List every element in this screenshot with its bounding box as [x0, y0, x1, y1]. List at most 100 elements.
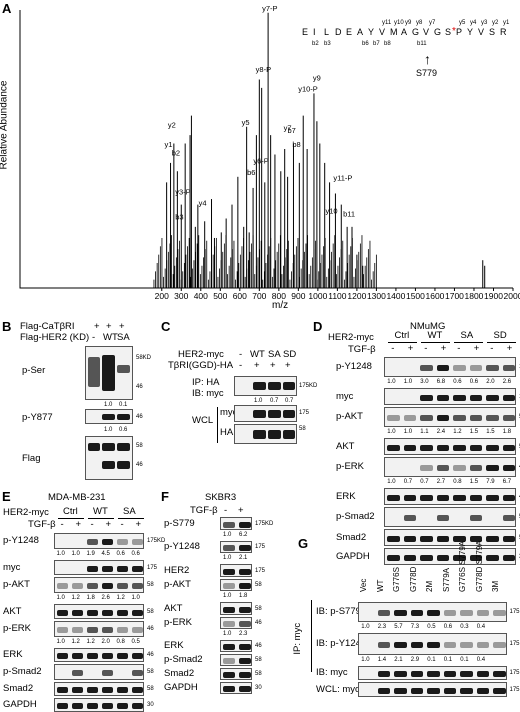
blot-band [239, 583, 251, 589]
b-ion-label: b6 [362, 41, 369, 47]
blot-band [87, 703, 98, 709]
y-ion-label: y9 [405, 20, 411, 26]
cell-line-title: MDA-MB-231 [48, 493, 106, 503]
blot-band [102, 610, 113, 616]
blot-band [503, 365, 516, 371]
blot-band [223, 686, 235, 692]
mw-marker: 58 [255, 582, 262, 588]
blot-label: HER2 [164, 566, 189, 576]
peak-label: y2 [168, 121, 176, 130]
blot-band [72, 687, 83, 693]
mw-marker: 175 [299, 410, 309, 416]
quant-value: 1.9 [87, 551, 95, 557]
x-tick-label: 1400 [386, 291, 405, 300]
blot-band [503, 415, 516, 421]
western-blot [220, 541, 252, 553]
blot-label: IB: myc [316, 668, 348, 678]
quant-value: 1.0 [132, 595, 140, 601]
peak-label: y10 [326, 207, 338, 216]
mw-marker: 58 [255, 671, 262, 677]
group-label: SA [461, 331, 474, 341]
blot-band [87, 566, 98, 572]
blot-band [486, 465, 499, 471]
western-blot [220, 564, 252, 577]
lane-label: WT [377, 580, 385, 592]
blot-label: GAPDH [336, 552, 370, 562]
blot-band [102, 583, 113, 589]
blot-band [437, 536, 450, 542]
blot-label: p-Smad2 [164, 655, 203, 665]
lane-label: S779A [443, 568, 451, 592]
western-blot [234, 405, 297, 422]
y-ion-label: y2 [492, 20, 498, 26]
peak-label: y6-P [253, 157, 268, 166]
western-blot [85, 409, 133, 424]
x-tick-label: 800 [272, 291, 286, 300]
lane-label: G778D S779A [476, 540, 484, 592]
mw-marker: 58 [147, 669, 154, 675]
row-label: Flag-CaTβRI [20, 322, 75, 332]
lane-sign: WT [103, 333, 118, 343]
blot-band [387, 495, 400, 501]
western-blot [384, 488, 516, 505]
quant-value: 0.4 [477, 657, 485, 663]
blot-band [486, 365, 499, 371]
blot-band [437, 415, 450, 421]
mw-marker: 175KD [255, 521, 273, 527]
lane-label: G778D [410, 567, 418, 592]
quant-value: 1.2 [117, 595, 125, 601]
quant-value: 6.7 [503, 479, 511, 485]
lane-sign: - [92, 333, 95, 343]
blot-band [394, 642, 407, 648]
blot-band [404, 495, 417, 501]
row-label: TGF-β [190, 506, 218, 516]
western-blot [220, 682, 252, 694]
blot-band [87, 687, 98, 693]
mw-marker: 175KD [299, 383, 317, 389]
group-label: SD [494, 331, 507, 341]
blot-label: WCL [192, 416, 213, 426]
blot-band [223, 672, 235, 678]
blot-band [102, 627, 113, 633]
blot-label: Smad2 [164, 669, 194, 679]
panel-g-label: G [298, 537, 308, 550]
quant-value: 2.1 [239, 555, 247, 561]
peak-label: b6 [247, 168, 255, 177]
western-blot [220, 579, 252, 591]
lane-label: 3M [492, 581, 500, 592]
blot-band [117, 703, 128, 709]
blot-label: ERK [164, 641, 184, 651]
blot-band [453, 445, 466, 451]
quant-value: 1.0 [223, 593, 231, 599]
lane-sign: + [270, 361, 276, 371]
blot-band [444, 671, 457, 677]
blot-band [420, 495, 433, 501]
mw-marker: 58 [299, 426, 306, 432]
lane-sign: + [507, 344, 513, 354]
mw-marker: 58 [147, 609, 154, 615]
blot-band [411, 642, 424, 648]
mw-marker: 46 [255, 643, 262, 649]
quant-value: 0.6 [119, 427, 127, 433]
group-label: Ctrl [63, 507, 78, 517]
lane-sign: + [474, 344, 480, 354]
blot-band [503, 555, 516, 561]
mw-marker: 30 [255, 685, 262, 691]
blot-label: p-AKT [3, 580, 30, 590]
blot-band [223, 545, 235, 551]
x-tick-label: 400 [194, 291, 208, 300]
blot-band [477, 671, 490, 677]
peak-label: y5 [242, 118, 250, 127]
quant-value: 1.0 [72, 551, 80, 557]
blot-band [72, 583, 83, 589]
quant-value: 1.0 [223, 631, 231, 637]
blot-band [87, 583, 98, 589]
quant-value: 1.0 [57, 639, 65, 645]
blot-band [394, 688, 407, 694]
blot-band [117, 566, 128, 572]
blot-band [460, 688, 473, 694]
blot-band [427, 610, 440, 616]
blot-band [223, 522, 235, 528]
blot-band [132, 627, 143, 633]
western-blot [54, 577, 144, 593]
